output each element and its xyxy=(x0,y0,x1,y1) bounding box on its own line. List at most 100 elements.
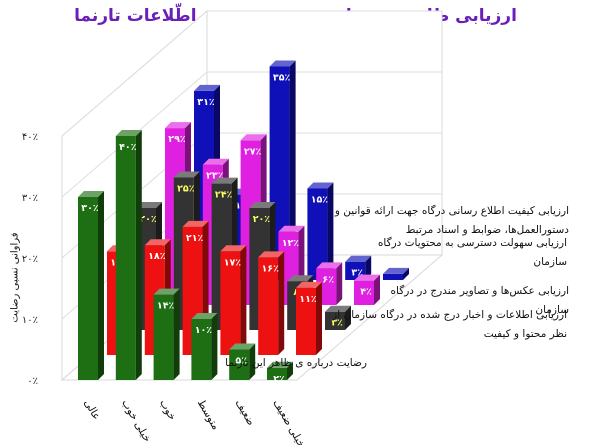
data-label: ۱۱٪ xyxy=(299,294,317,305)
data-label: ۲۰٪ xyxy=(253,214,271,225)
bar-top xyxy=(296,281,322,288)
bar-top xyxy=(229,343,256,350)
bar-top xyxy=(115,130,142,136)
bar-top xyxy=(173,171,200,178)
bar-top xyxy=(144,239,171,246)
bar-top xyxy=(240,134,267,141)
data-label: ۶٪ xyxy=(322,274,334,285)
legend-item: ارزیابی کیفیت اطلاع رسانی درگاه جهت ارائ… xyxy=(334,205,569,236)
data-label: ۴۰٪ xyxy=(119,142,137,153)
bar-top xyxy=(316,262,343,269)
bar-top xyxy=(354,274,380,281)
x-tick-label: ضعیف xyxy=(233,398,257,428)
bar-top xyxy=(249,202,276,208)
bar xyxy=(258,257,279,355)
data-label: ۲۴٪ xyxy=(215,190,233,201)
bar-side xyxy=(135,130,142,380)
data-label: ۱۶٪ xyxy=(261,263,279,274)
bar-top xyxy=(211,177,238,184)
bar-side xyxy=(240,245,247,355)
data-label: ۲۹٪ xyxy=(168,134,186,145)
y-tick-label: ۱۰٪ xyxy=(22,315,38,326)
bar xyxy=(78,197,98,380)
data-label: ۱۴٪ xyxy=(157,301,175,312)
data-label: ۲۵٪ xyxy=(177,184,195,195)
data-label: ۳۵٪ xyxy=(273,73,291,84)
data-label: ۱۷٪ xyxy=(224,257,242,268)
bar xyxy=(191,319,212,380)
bar-side xyxy=(336,262,343,305)
bar-side xyxy=(345,305,351,330)
bar-top xyxy=(278,225,305,232)
bar-top xyxy=(194,84,220,91)
y-tick-label: ۲۰٪ xyxy=(22,254,38,265)
y-tick-label: ۳۰٪ xyxy=(22,193,38,204)
bar-top xyxy=(202,158,229,165)
data-label: ۱۵٪ xyxy=(311,195,329,206)
bar xyxy=(325,311,345,330)
bar-top xyxy=(269,60,296,67)
data-label: ۳۱٪ xyxy=(197,97,215,108)
bar-side xyxy=(374,274,380,305)
bar-side xyxy=(98,191,104,380)
bar xyxy=(229,349,250,380)
bar-top xyxy=(258,251,285,258)
y-tick-label: ۴۰٪ xyxy=(22,132,38,143)
legend-item: ارزیابی سهولت دسترسی به محتویات درگاه سا… xyxy=(377,237,567,268)
bar-side xyxy=(278,251,285,355)
data-label: ۲٪ xyxy=(273,374,285,385)
bar-top xyxy=(153,288,180,295)
bar xyxy=(153,294,174,380)
bar-side xyxy=(173,288,180,380)
bar xyxy=(220,251,241,355)
bar-side xyxy=(287,361,293,380)
data-label: ۴٪ xyxy=(360,287,372,298)
data-label: ۱۸٪ xyxy=(148,251,166,262)
data-label: ۳٪ xyxy=(351,268,363,279)
data-label: ۱٪ xyxy=(389,280,401,291)
data-label: ۲۰٪ xyxy=(139,214,157,225)
gridline xyxy=(61,10,442,137)
bar-top xyxy=(165,122,191,129)
bar-top xyxy=(383,267,409,274)
x-tick-label: متوسط xyxy=(195,398,222,433)
bar-side xyxy=(327,182,334,280)
gridline xyxy=(61,71,442,198)
legend-item: رضایت درباره ی ظاهر این تارنما xyxy=(225,357,367,369)
bar xyxy=(267,367,287,380)
data-label: ۲۷٪ xyxy=(244,146,262,157)
legend-item: ارزیابی عکس‌ها و تصاویر مندرج در درگاه س… xyxy=(390,285,570,316)
bar-top xyxy=(191,313,218,319)
y-tick-label: ۰٪ xyxy=(27,376,38,387)
bar-top xyxy=(78,191,104,197)
bar xyxy=(115,136,136,380)
bar-side xyxy=(365,255,372,280)
bar-top xyxy=(182,220,209,227)
bar-top xyxy=(325,305,351,312)
x-tick-label: خیلی ضعیف xyxy=(270,398,307,445)
x-tick-label: خیلی خوب xyxy=(119,398,153,445)
bar-top xyxy=(220,245,247,252)
x-tick-label: عالی xyxy=(81,398,102,423)
data-label: ۳۰٪ xyxy=(81,203,99,214)
data-label: ۲۳٪ xyxy=(206,171,224,182)
bar xyxy=(383,273,403,280)
legend-item: ارزیابی اطلاعات و اخبار درج شده در درگاه… xyxy=(332,309,567,340)
bar xyxy=(296,287,316,355)
bar-top xyxy=(307,182,334,189)
data-label: ۵٪ xyxy=(235,356,247,367)
bar-top xyxy=(267,361,293,368)
data-label: ۳٪ xyxy=(331,318,343,329)
data-label: ۱۰٪ xyxy=(195,325,213,336)
data-label: ۱۲٪ xyxy=(282,238,300,249)
data-label: ۲۱٪ xyxy=(186,233,204,244)
bar xyxy=(354,280,374,305)
bar-side xyxy=(289,60,296,280)
bar-top xyxy=(345,255,372,262)
bar-top xyxy=(287,275,314,282)
bar xyxy=(307,188,328,280)
x-tick-label: خوب xyxy=(157,398,178,423)
bar-side xyxy=(403,267,409,280)
